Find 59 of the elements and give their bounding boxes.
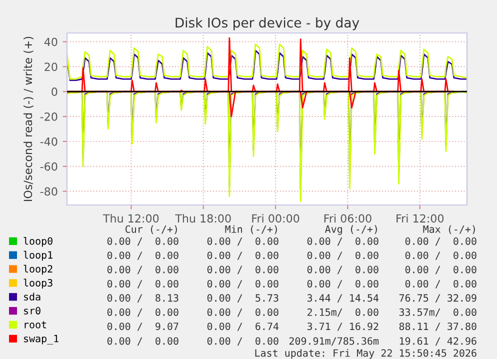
text: 0.00 / 0.00 <box>207 266 278 274</box>
text: 76.75 / 32.09 <box>399 294 476 303</box>
text: Avg (-/+) <box>325 225 377 235</box>
text: 88.11 / 37.80 <box>399 322 476 331</box>
text: 2.15m/ 0.00 <box>308 308 378 317</box>
text: 0.00 / 9.07 <box>107 322 178 331</box>
text: Max (-/+) <box>423 225 475 234</box>
text: 0.00 / 6.74 <box>207 322 279 331</box>
text: 0.00 / 0.00 <box>107 266 178 274</box>
y-tick-label: -80 <box>40 187 58 196</box>
text: 0.00 / 0.00 <box>107 280 178 288</box>
text: 19.61 / 42.96 <box>400 337 476 346</box>
text: 0.00 / 0.00 <box>207 337 278 346</box>
legend-label: root <box>24 321 46 328</box>
legend-label: swap_1 <box>24 334 58 345</box>
text: 0.00 / 0.00 <box>107 252 178 260</box>
text: 0.00 / 0.00 <box>107 308 178 317</box>
text: 0.00 / 0.00 <box>107 337 178 346</box>
text: 0.00 / 0.00 <box>307 252 378 260</box>
text: Last update: Fri May 22 15:50:45 2026 <box>255 349 476 359</box>
x-tick-label: Thu 12:00 <box>102 214 159 223</box>
legend-label: sr0 <box>24 306 40 314</box>
x-tick-label: Fri 06:00 <box>324 214 372 223</box>
text: 3.71 / 16.92 <box>307 322 378 331</box>
text: 0.00 / 0.00 <box>405 280 476 288</box>
text: 0.00 / 0.00 <box>207 237 278 246</box>
text: Min (-/+) <box>225 225 277 234</box>
text: 3.44 / 14.54 <box>307 294 379 303</box>
y-tick-label: 0 <box>52 88 58 96</box>
legend-label: loop3 <box>24 278 52 289</box>
text: 0.00 / 0.00 <box>405 252 476 260</box>
x-tick-label: Thu 18:00 <box>175 214 231 223</box>
x-tick-label: Fri 00:00 <box>252 214 300 223</box>
text: 0.00 / 8.13 <box>107 294 178 303</box>
x-tick-label: Fri 12:00 <box>396 214 444 223</box>
text: 209.91m/785.36m <box>289 337 379 346</box>
text: 0.00 / 0.00 <box>405 266 476 274</box>
legend-label: sda <box>24 292 40 301</box>
text: 0.00 / 0.00 <box>307 237 378 246</box>
legend-label: loop0 <box>24 237 52 247</box>
y-axis-title: IOs/second read (-) / write (+) <box>24 36 34 202</box>
legend-label: loop2 <box>24 264 52 275</box>
text: 0.00 / 0.00 <box>307 266 378 274</box>
text: 0.00 / 0.00 <box>207 252 278 260</box>
text: 0.00 / 5.73 <box>207 294 278 303</box>
y-tick-label: -60 <box>40 162 58 171</box>
y-tick-label: 20 <box>44 62 58 72</box>
y-tick-label: -40 <box>40 137 58 146</box>
y-tick-label: -20 <box>40 112 58 121</box>
text: 0.00 / 0.00 <box>405 237 476 246</box>
text: 0.00 / 0.00 <box>307 280 378 288</box>
text: 33.57m/ 0.00 <box>399 308 476 317</box>
text: 0.00 / 0.00 <box>207 280 278 288</box>
text: 0.00 / 0.00 <box>207 308 278 317</box>
legend-label: loop1 <box>24 250 52 261</box>
text: Cur (-/+) <box>125 225 177 234</box>
y-tick-label: 40 <box>44 38 58 46</box>
text: 0.00 / 0.00 <box>107 237 178 246</box>
chart-title: Disk IOs per device - by day <box>176 17 360 30</box>
